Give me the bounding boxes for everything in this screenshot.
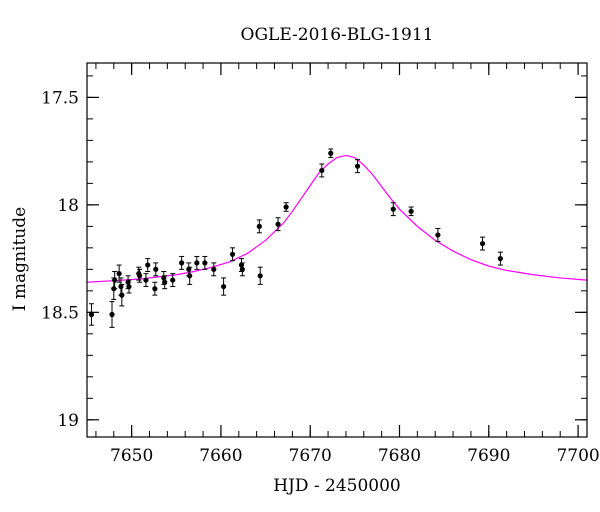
data-marker xyxy=(126,283,132,290)
data-marker xyxy=(143,277,149,283)
x-tick-label: 7700 xyxy=(556,446,599,466)
data-point xyxy=(112,270,118,290)
data-marker xyxy=(229,251,236,257)
data-marker xyxy=(194,260,200,266)
data-point xyxy=(390,202,396,217)
data-point xyxy=(497,251,503,266)
data-marker xyxy=(354,163,361,169)
data-point xyxy=(202,255,208,270)
data-point xyxy=(256,219,262,234)
data-point xyxy=(257,266,263,285)
data-point xyxy=(328,148,334,159)
data-marker xyxy=(239,266,245,272)
data-marker xyxy=(152,286,158,292)
data-point xyxy=(354,159,361,174)
data-marker xyxy=(137,273,143,279)
y-axis-title: I magnitude xyxy=(10,207,30,311)
data-marker xyxy=(408,208,414,214)
data-marker xyxy=(109,311,115,318)
data-point xyxy=(435,228,441,242)
data-point xyxy=(179,255,185,270)
data-marker xyxy=(116,271,122,277)
data-point xyxy=(162,275,168,290)
data-marker xyxy=(187,273,193,279)
data-point xyxy=(221,277,227,296)
data-point xyxy=(408,206,414,217)
data-point xyxy=(479,236,486,251)
data-marker xyxy=(112,277,118,283)
chart-title: OGLE-2016-BLG-1911 xyxy=(241,25,434,45)
data-marker xyxy=(202,260,208,266)
data-point xyxy=(137,268,143,283)
x-tick-label: 7680 xyxy=(378,446,421,466)
data-point xyxy=(194,255,200,270)
data-point xyxy=(145,258,151,272)
data-marker xyxy=(145,262,151,268)
x-tick-label: 7650 xyxy=(110,446,153,466)
data-point xyxy=(152,281,158,296)
y-tick-label: 19 xyxy=(57,411,79,431)
data-marker xyxy=(497,255,503,262)
data-marker xyxy=(170,277,176,283)
y-tick-label: 18 xyxy=(57,196,79,216)
data-marker xyxy=(256,223,262,229)
data-marker xyxy=(153,266,159,272)
data-point xyxy=(119,283,125,307)
data-point xyxy=(229,247,236,262)
x-tick-label: 7660 xyxy=(199,446,242,466)
model-curve xyxy=(87,154,587,283)
data-marker xyxy=(435,232,441,238)
data-marker xyxy=(211,266,217,272)
y-tick-label: 17.5 xyxy=(41,88,79,108)
data-point xyxy=(143,273,149,288)
data-marker xyxy=(257,273,263,279)
plot-area xyxy=(87,148,587,328)
data-point xyxy=(153,262,159,277)
data-marker xyxy=(479,240,486,247)
data-marker xyxy=(119,292,125,298)
data-marker xyxy=(390,206,396,212)
data-point xyxy=(126,279,132,294)
data-marker xyxy=(88,311,95,318)
data-marker xyxy=(328,150,334,156)
data-point xyxy=(319,163,325,178)
data-point xyxy=(116,264,122,283)
x-tick-label: 7690 xyxy=(467,446,510,466)
data-marker xyxy=(221,283,227,290)
data-marker xyxy=(162,279,168,285)
axes: 7650 7660 7670 7680 7690 7700 17.5 18 18.5 19 xyxy=(41,62,600,466)
data-marker xyxy=(283,204,289,210)
data-marker xyxy=(319,167,325,174)
data-point xyxy=(283,202,289,212)
data-point xyxy=(275,217,281,232)
x-axis-title: HJD - 2450000 xyxy=(273,476,401,496)
data-point xyxy=(88,303,95,326)
data-marker xyxy=(275,221,281,227)
data-point xyxy=(170,273,176,288)
data-point xyxy=(211,262,217,277)
plot-frame xyxy=(86,62,588,438)
data-point xyxy=(239,262,245,277)
x-tick-label: 7670 xyxy=(289,446,332,466)
data-point xyxy=(187,266,193,285)
y-tick-label: 18.5 xyxy=(41,303,79,323)
data-marker xyxy=(179,260,185,266)
data-point xyxy=(109,301,115,328)
